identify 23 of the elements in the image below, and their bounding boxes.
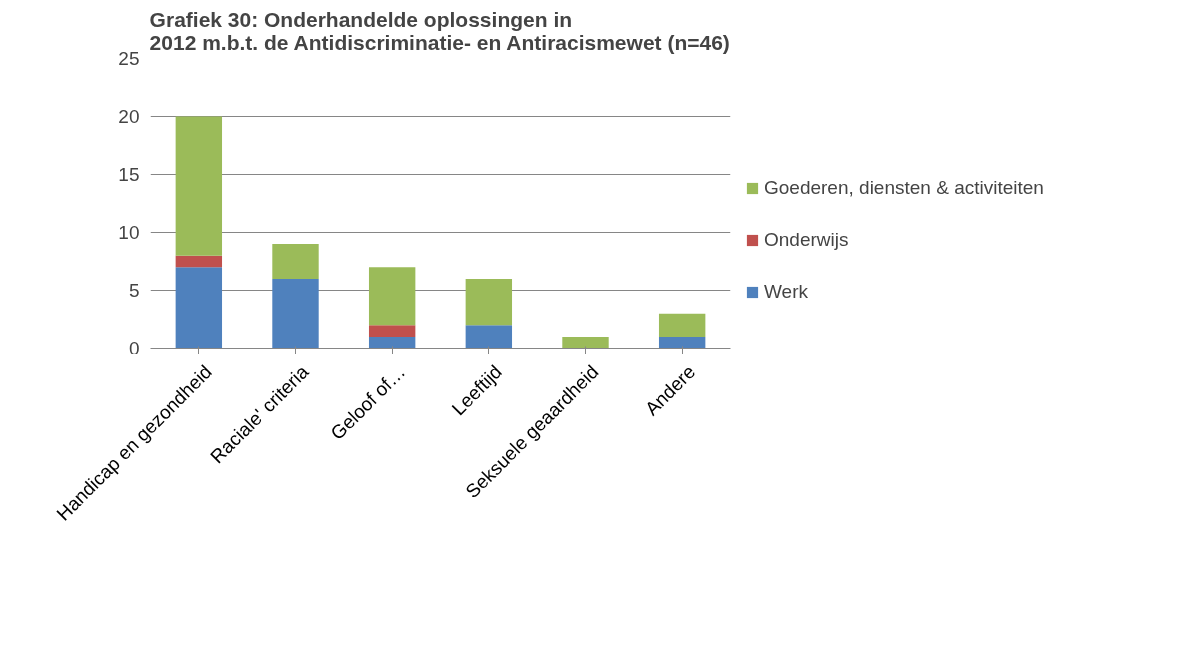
bar: [272, 244, 319, 279]
bar: [175, 255, 223, 268]
bar: [272, 278, 319, 349]
legend-label: Goederen, diensten & activiteiten: [764, 177, 1044, 199]
bar: [175, 267, 223, 349]
y-tick-label: 10: [118, 222, 140, 243]
bar: [465, 325, 513, 349]
y-tick-label: 20: [118, 106, 140, 127]
bar: [175, 116, 223, 256]
chart-title: Grafiek 30: Onderhandelde oplossingen in 2012 m.b.t. de Antidiscriminatie- en Antiracismewet (n=46): [149, 7, 730, 54]
legend-label: Onderwijs: [764, 229, 849, 251]
bar: [368, 325, 416, 337]
legend-label: Werk: [764, 281, 808, 303]
bar: [368, 267, 416, 326]
y-tick-label: 0: [128, 337, 140, 359]
bar: [562, 336, 609, 349]
y-tick-label: 5: [128, 280, 140, 301]
y-tick-label: 15: [118, 164, 140, 185]
y-tick-label: 25: [118, 48, 140, 69]
bar: [658, 313, 706, 337]
bar: [658, 336, 706, 349]
bar: [368, 336, 416, 349]
bar: [465, 278, 513, 326]
